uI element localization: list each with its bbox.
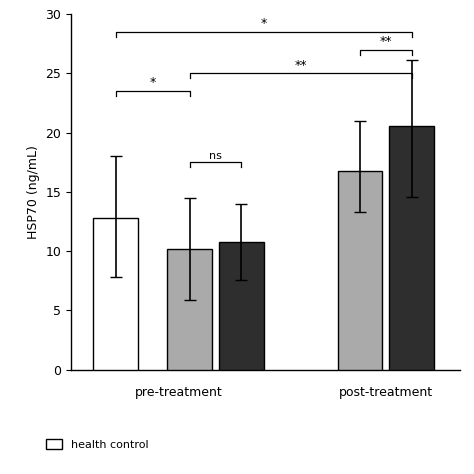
Legend: health control: health control — [46, 439, 149, 450]
Y-axis label: HSP70 (ng/mL): HSP70 (ng/mL) — [27, 145, 40, 239]
Bar — [93, 218, 138, 370]
Bar — [337, 171, 382, 370]
Text: ns: ns — [209, 151, 222, 161]
Bar — [390, 126, 434, 370]
Text: **: ** — [294, 59, 307, 72]
Bar — [219, 242, 264, 370]
Text: *: * — [261, 17, 267, 30]
Text: *: * — [149, 76, 155, 90]
Bar — [167, 249, 212, 370]
Text: **: ** — [380, 35, 392, 48]
